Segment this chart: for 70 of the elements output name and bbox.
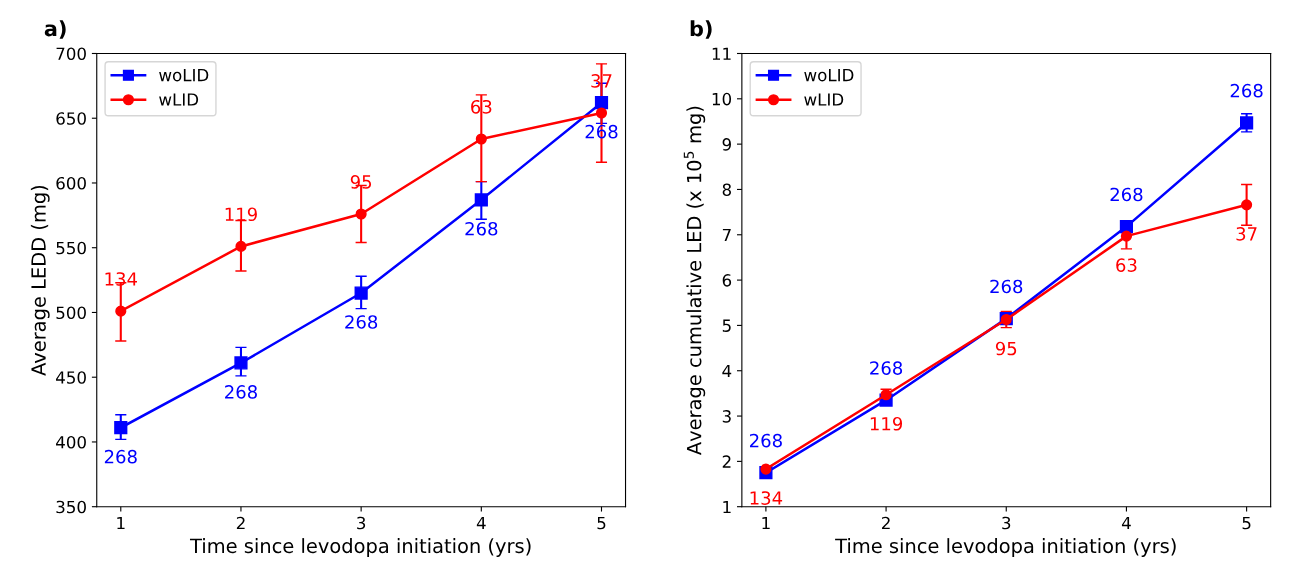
y-tick-label: 2: [722, 455, 731, 468]
y-tick-label: 4: [722, 364, 732, 378]
point: [235, 240, 247, 252]
point: [880, 389, 892, 401]
annotation: 119: [870, 416, 903, 431]
point: [355, 208, 367, 220]
point: [234, 356, 248, 370]
x-axis-title: Time since levodopa initiation (yrs): [189, 538, 531, 557]
annotation: 268: [990, 279, 1023, 294]
point: [1241, 199, 1253, 211]
annotation: 268: [465, 221, 498, 236]
x-tick-label: 1: [117, 516, 125, 530]
annotation: 268: [104, 449, 137, 464]
legend-label: wLID: [804, 93, 844, 106]
point: [760, 463, 772, 475]
y-axis-title: Average LEDD (mg): [30, 185, 50, 376]
y-tick-label: 8: [722, 183, 731, 197]
y-tick-label: 600: [56, 176, 86, 190]
y-tick-label: 400: [56, 435, 86, 449]
legend-label: woLID: [804, 69, 854, 82]
x-tick-label: 2: [236, 516, 245, 530]
x-tick-label: 2: [882, 516, 890, 530]
annotation: 268: [1110, 187, 1143, 202]
annotation: 268: [1230, 83, 1263, 98]
annotation: 134: [105, 272, 137, 286]
legend-label: woLID: [159, 69, 209, 82]
point: [594, 96, 609, 110]
point: [114, 421, 128, 435]
point: [354, 286, 368, 300]
x-tick-label: 4: [1121, 516, 1131, 530]
point: [474, 193, 488, 207]
x-tick-label: 5: [597, 516, 606, 530]
x-axis-title: Time since levodopa initiation (yrs): [835, 538, 1176, 557]
y-tick-label: 450: [56, 371, 86, 384]
x-tick-label: 3: [357, 516, 366, 530]
x-tick-label: 4: [476, 516, 486, 530]
annotation: 268: [345, 315, 378, 329]
point: [115, 305, 127, 317]
annotation: 63: [1116, 258, 1137, 272]
y-tick-label: 500: [56, 306, 86, 320]
y-tick-label: 9: [722, 138, 731, 151]
point: [1240, 116, 1254, 130]
point: [1120, 230, 1132, 242]
annotation: 37: [1236, 227, 1257, 241]
x-tick-label: 5: [1242, 516, 1251, 530]
x-tick-label: 1: [762, 516, 770, 530]
legend-label: wLID: [159, 93, 199, 106]
y-tick-label: 650: [56, 112, 86, 125]
chart-title: a): [44, 20, 66, 39]
y-tick-label: 7: [722, 228, 731, 242]
y-tick-label: 550: [56, 241, 86, 255]
annotation: 268: [749, 433, 782, 448]
annotation: 268: [225, 385, 257, 399]
y-tick-label: 350: [56, 500, 86, 514]
point: [595, 107, 608, 119]
x-tick-label: 3: [1002, 516, 1011, 530]
y-tick-label: 1: [723, 500, 731, 514]
annotation: 268: [870, 361, 903, 375]
annotation: 134: [750, 491, 783, 505]
y-tick-label: 10: [712, 92, 732, 106]
chart-title: b): [690, 20, 712, 39]
y-tick-label: 11: [712, 47, 731, 60]
y-tick-label: 3: [722, 410, 731, 423]
y-tick-label: 6: [722, 274, 732, 287]
y-tick-label: 5: [722, 319, 731, 332]
y-tick-label: 700: [56, 47, 86, 61]
point: [475, 133, 487, 145]
annotation: 95: [350, 175, 372, 189]
annotation: 95: [995, 341, 1017, 356]
y-axis-title: Average cumulative LED (x 10$^{5}$ mg): [683, 106, 706, 456]
